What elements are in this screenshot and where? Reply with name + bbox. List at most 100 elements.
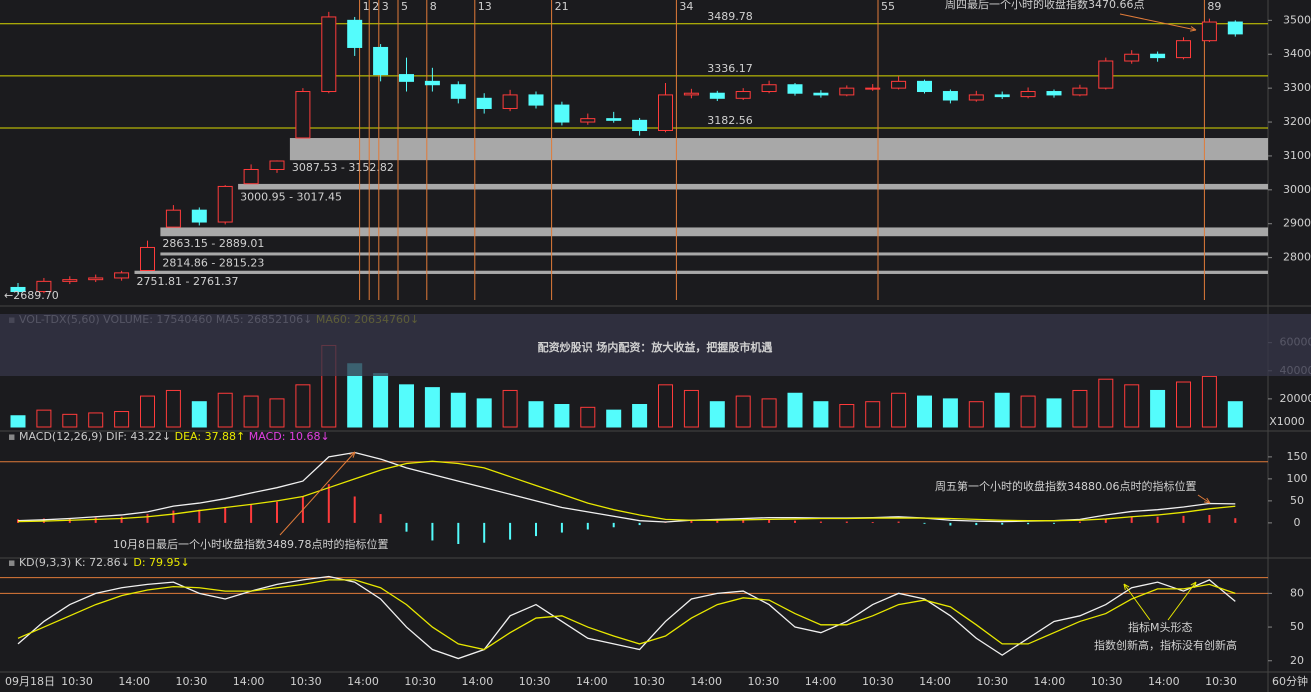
volume-bar — [735, 395, 751, 428]
volume-bar — [217, 392, 233, 428]
unit-label: X1000 — [1269, 415, 1305, 428]
arrow-head — [349, 451, 356, 458]
volume-bar — [761, 398, 777, 428]
y-tick-label: 3400 — [1283, 47, 1311, 60]
volume-bar — [10, 415, 26, 428]
dea-line — [17, 460, 1236, 523]
y-tick-label: 0 — [1294, 516, 1301, 529]
gap-band — [289, 138, 1268, 161]
volume-bar — [891, 392, 907, 428]
header-item: D: 79.95↓ — [133, 556, 189, 569]
gap-label: 3000.95 - 3017.45 — [240, 191, 342, 204]
volume-bar — [243, 395, 259, 428]
header-item: MACD(12,26,9) — [19, 430, 103, 443]
candle-body — [1020, 91, 1036, 98]
candle-body — [424, 80, 440, 86]
volume-bar — [1098, 378, 1114, 428]
gap-band — [160, 227, 1268, 237]
header-item: KD(9,3,3) — [19, 556, 71, 569]
annotation: 周四最后一个小时的收盘指数3470.66点 — [945, 0, 1145, 11]
candle-body — [891, 80, 907, 89]
volume-bar — [1150, 389, 1166, 428]
x-tick-label: 09月18日 — [5, 675, 55, 688]
x-tick-label: 10:30 — [1091, 675, 1123, 688]
candle-body — [217, 185, 233, 223]
x-axis-unit: 60分钟 — [1272, 674, 1308, 688]
candle-body — [476, 97, 492, 109]
candle-body — [1124, 53, 1140, 62]
fib-label: 21 — [555, 0, 569, 13]
volume-bar — [269, 398, 285, 428]
candle-body — [632, 119, 648, 132]
candle-body — [942, 91, 958, 101]
y-tick-label: 50 — [1290, 620, 1304, 633]
volume-bar — [942, 398, 958, 428]
x-tick-label: 10:30 — [519, 675, 551, 688]
candle-body — [140, 246, 155, 272]
volume-bar — [191, 401, 207, 428]
volume-bar — [1176, 381, 1191, 428]
volume-bar — [580, 406, 596, 428]
header-icon: ▪ — [8, 556, 19, 569]
volume-bar — [62, 413, 78, 428]
candle-body — [347, 19, 363, 48]
volume-bar — [968, 401, 984, 428]
panel-header: ▪ KD(9,3,3) K: 72.86↓ D: 79.95↓ — [8, 556, 190, 569]
candle-body — [269, 160, 285, 170]
x-tick-label: 14:00 — [233, 675, 265, 688]
gap-band — [160, 252, 1268, 256]
x-tick-label: 14:00 — [118, 675, 150, 688]
volume-bar — [709, 401, 725, 428]
volume-bar — [1227, 401, 1243, 428]
candle-body — [1201, 21, 1217, 42]
candle-body — [1098, 60, 1114, 89]
candle-body — [580, 118, 596, 123]
candle-body — [761, 84, 777, 93]
y-tick-label: 2800 — [1283, 251, 1311, 264]
candle-body — [191, 209, 207, 223]
volume-bar — [632, 404, 648, 428]
candle-body — [1072, 87, 1088, 96]
gap-label: 2814.86 - 2815.23 — [162, 256, 264, 269]
arrow-head — [1123, 583, 1130, 590]
volume-bar — [114, 411, 130, 428]
fib-label: 89 — [1207, 0, 1221, 13]
x-tick-label: 10:30 — [633, 675, 665, 688]
x-tick-label: 10:30 — [862, 675, 894, 688]
y-tick-label: 3500 — [1283, 13, 1311, 26]
volume-bar — [1124, 384, 1140, 428]
volume-bar — [140, 395, 155, 428]
x-tick-label: 14:00 — [690, 675, 722, 688]
volume-bar — [994, 392, 1010, 428]
y-tick-label: 3100 — [1283, 149, 1311, 162]
panel-header: ▪ MACD(12,26,9) DIF: 43.22↓ DEA: 37.88↑ … — [8, 430, 330, 443]
volume-bar — [399, 384, 414, 428]
arrow-head — [1190, 581, 1197, 588]
volume-bar — [88, 412, 104, 428]
volume-bar — [1072, 389, 1088, 428]
fib-label: 34 — [679, 0, 693, 13]
candle-body — [554, 104, 570, 123]
candle-body — [399, 74, 414, 82]
volume-bar — [1020, 395, 1036, 428]
volume-bar — [1201, 375, 1217, 428]
volume-bar — [424, 387, 440, 428]
volume-bar — [606, 409, 622, 428]
y-tick-label: 50 — [1290, 494, 1304, 507]
header-item: DEA: 37.88↑ — [175, 430, 246, 443]
candle-body — [968, 94, 984, 101]
candle-body — [606, 118, 622, 121]
candle-body — [373, 46, 389, 76]
x-tick-label: 10:30 — [1205, 675, 1237, 688]
annotation-arrow — [1197, 494, 1211, 504]
volume-bar — [450, 392, 466, 428]
volume-bar — [554, 404, 570, 428]
volume-bar — [476, 398, 492, 428]
candle-body — [62, 279, 78, 282]
volume-bar — [683, 389, 699, 428]
fib-label: 1 — [363, 0, 370, 13]
candle-body — [1150, 53, 1166, 59]
candle-body — [450, 84, 466, 99]
x-tick-label: 14:00 — [1148, 675, 1180, 688]
annotation: 周五第一个小时的收盘指数34880.06点时的指标位置 — [935, 479, 1197, 493]
